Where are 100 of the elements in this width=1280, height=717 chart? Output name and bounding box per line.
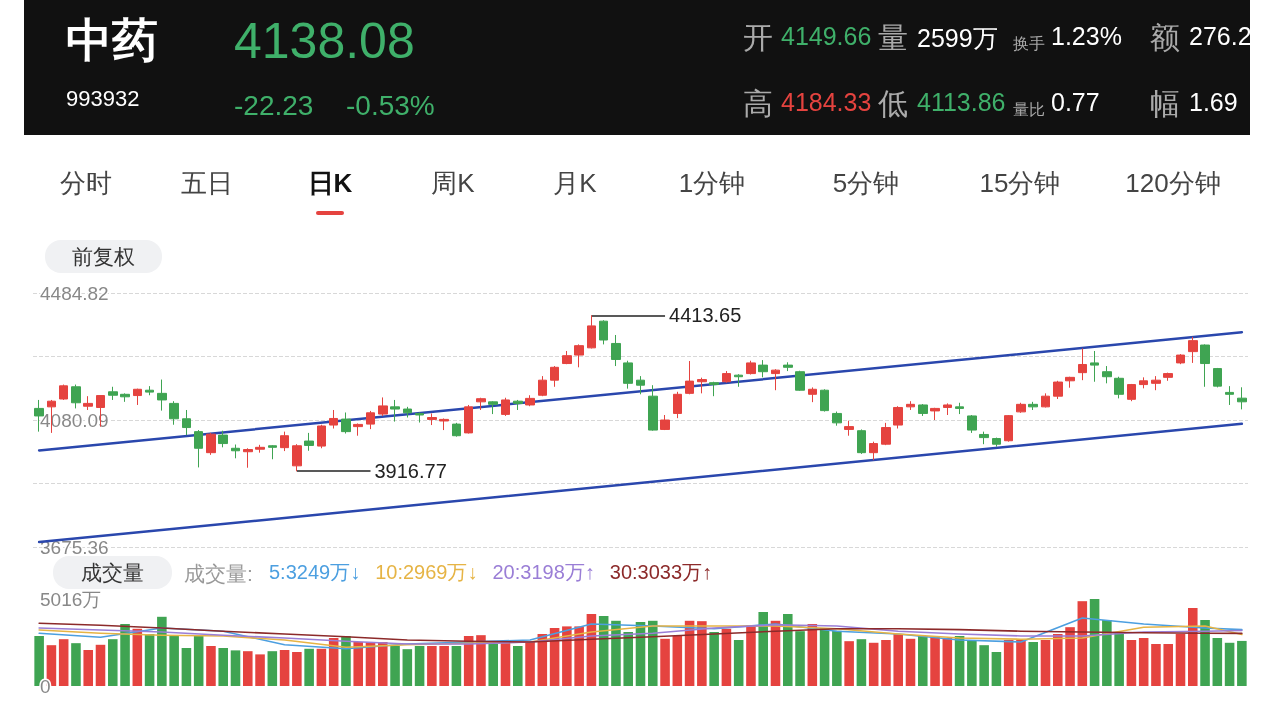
text: 4149.66	[781, 22, 872, 51]
bar	[1003, 639, 1014, 686]
candlestick	[501, 397, 510, 417]
candlestick	[1127, 383, 1136, 402]
bar	[758, 611, 769, 686]
bar	[1126, 639, 1137, 686]
text: -0.53%	[346, 90, 435, 122]
bar	[1224, 642, 1235, 686]
bar	[905, 638, 916, 686]
bar	[279, 649, 290, 686]
text: 周K	[431, 167, 475, 200]
bar	[1151, 643, 1161, 686]
bar	[230, 650, 241, 686]
candlestick	[1139, 376, 1148, 389]
annotation: 3916.77	[374, 460, 447, 483]
text: 4113.86	[917, 88, 1006, 117]
candlestick	[1176, 353, 1185, 365]
bar	[991, 651, 1002, 686]
bar	[353, 641, 364, 686]
bar	[647, 620, 658, 686]
candlestick	[611, 334, 621, 367]
bar	[414, 645, 425, 686]
candlestick	[685, 360, 694, 395]
bar	[844, 641, 854, 686]
text: 低	[878, 86, 908, 122]
bar	[942, 637, 953, 686]
candlestick	[120, 392, 130, 403]
bar	[893, 633, 904, 686]
candlestick	[587, 314, 596, 349]
bar	[71, 643, 81, 686]
candlestick	[1188, 336, 1198, 364]
candlestick	[1028, 401, 1038, 411]
bar	[746, 625, 756, 686]
candlestick	[243, 447, 253, 469]
annotation: 4413.65	[669, 304, 742, 327]
text: 20:3198万↑	[492, 561, 595, 583]
candlestick	[1114, 376, 1124, 399]
candlestick	[1237, 386, 1247, 410]
text: 量比	[1013, 100, 1045, 120]
candlestick	[869, 441, 878, 461]
candlestick	[967, 414, 977, 434]
text: 15分钟	[979, 167, 1061, 200]
text: 10:2969万↓	[375, 561, 478, 583]
bar	[1016, 639, 1026, 686]
candlestick	[820, 388, 829, 413]
bar	[402, 649, 413, 686]
bar	[451, 645, 462, 686]
candlestick	[169, 400, 179, 426]
candlestick	[538, 375, 547, 397]
bar	[1065, 627, 1075, 686]
y-tick-label: 5016万	[40, 588, 102, 610]
text: 幅	[1150, 86, 1180, 122]
candlestick	[218, 430, 228, 448]
candlestick	[832, 411, 842, 427]
candlestick	[636, 375, 645, 395]
candlestick	[955, 402, 964, 415]
bar	[169, 635, 179, 686]
text: 五日	[181, 167, 233, 200]
candlestick	[1004, 414, 1013, 443]
bar	[107, 639, 118, 686]
bar	[856, 639, 867, 686]
candlestick	[182, 409, 191, 436]
bar	[255, 654, 265, 686]
candlestick	[893, 405, 903, 429]
text: 额	[1150, 20, 1180, 56]
bar	[206, 645, 216, 686]
candlestick	[378, 396, 388, 417]
candlestick	[857, 428, 866, 455]
candlestick	[979, 431, 989, 445]
bar	[733, 639, 744, 686]
candlestick	[403, 406, 412, 419]
candlestick	[1225, 385, 1234, 406]
bar	[439, 645, 449, 686]
text: 4184.33	[781, 88, 872, 117]
candlestick	[709, 381, 719, 397]
text: 30:3033万↑	[609, 561, 713, 583]
candlestick	[108, 386, 118, 401]
text: 开	[743, 20, 773, 56]
candlestick	[746, 360, 756, 376]
bar	[476, 635, 486, 686]
candlestick	[930, 407, 940, 421]
bar	[672, 635, 683, 686]
bar	[1102, 619, 1112, 686]
bar	[157, 616, 167, 686]
candlestick	[304, 432, 314, 452]
bar	[1200, 619, 1210, 686]
candlestick	[574, 343, 584, 368]
text: 120分钟	[1125, 167, 1221, 200]
bar	[525, 641, 535, 686]
bar	[819, 627, 830, 686]
text: 276.2	[1189, 22, 1252, 51]
text: 4138.08	[234, 12, 415, 70]
bar	[181, 647, 192, 686]
bar	[95, 644, 106, 686]
bar	[58, 639, 69, 686]
text: 2599万	[917, 23, 998, 54]
bar	[304, 648, 314, 686]
candlestick	[59, 384, 68, 401]
text: 量	[878, 20, 908, 56]
candlestick	[439, 417, 449, 431]
